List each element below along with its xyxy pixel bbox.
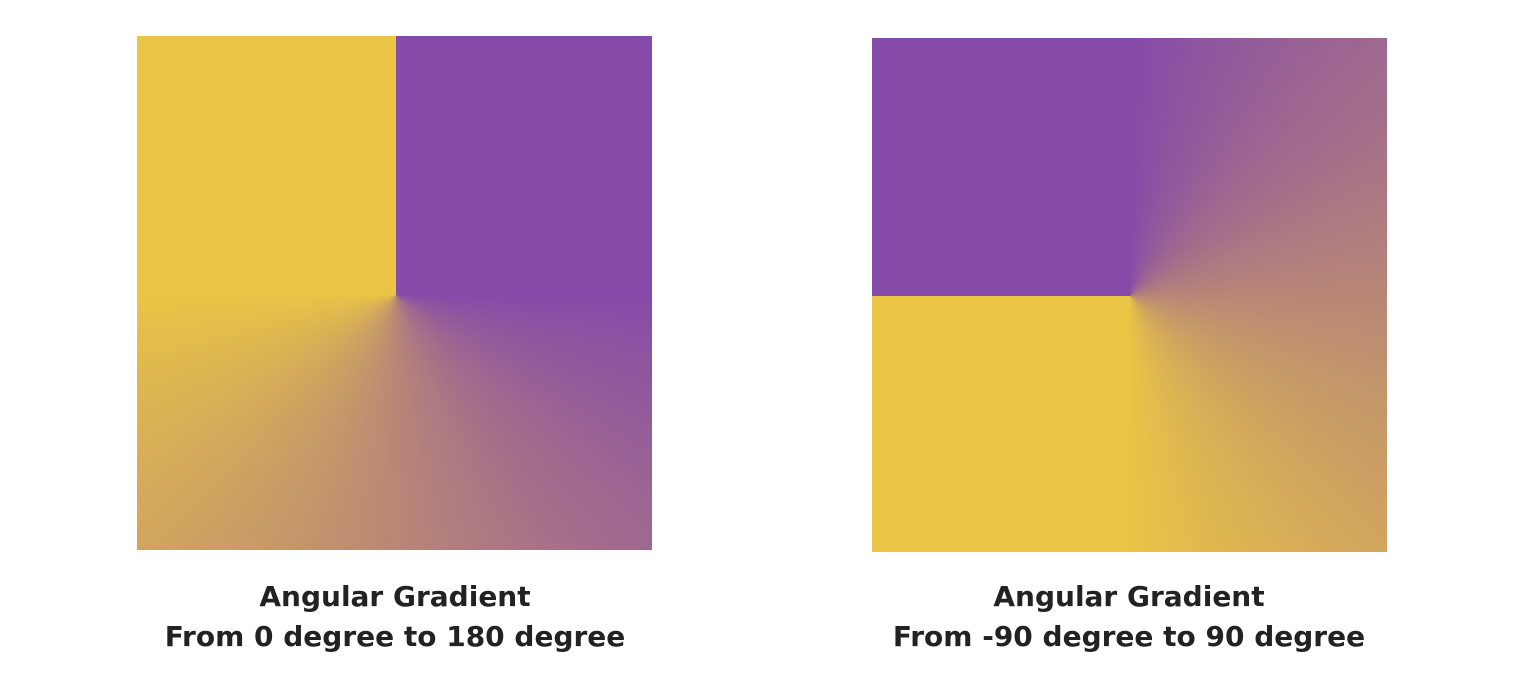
caption-title: Angular Gradient bbox=[259, 580, 531, 613]
caption: Angular Gradient From -90 degree to 90 d… bbox=[819, 577, 1439, 657]
angular-gradient-square bbox=[872, 38, 1387, 552]
caption: Angular Gradient From 0 degree to 180 de… bbox=[85, 577, 705, 657]
caption-subtitle: From -90 degree to 90 degree bbox=[892, 620, 1366, 653]
caption-subtitle: From 0 degree to 180 degree bbox=[164, 620, 626, 653]
angular-gradient-square bbox=[137, 36, 652, 550]
caption-title: Angular Gradient bbox=[993, 580, 1265, 613]
